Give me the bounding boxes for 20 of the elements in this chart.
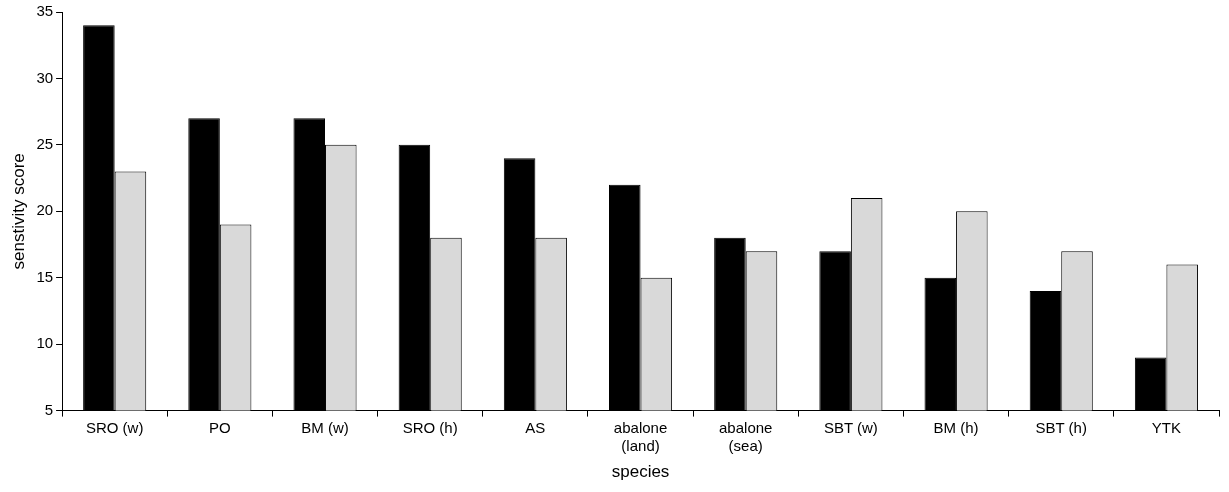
y-axis-title: senstivity score (8, 153, 28, 270)
y-tick-label: 20 (36, 201, 54, 219)
x-tick-label: BM (w) (301, 418, 349, 436)
x-tick-label: SRO (h) (402, 418, 458, 436)
y-tick-label: 35 (36, 2, 54, 20)
x-tick-label: AS (525, 418, 546, 436)
x-axis-title: species (611, 462, 670, 482)
y-tick-label: 30 (36, 68, 54, 86)
y-tick-label: 25 (36, 135, 54, 153)
y-tick-label: 5 (44, 400, 54, 418)
x-tick-label: SBT (w) (823, 418, 878, 436)
x-tick-label: SRO (w) (85, 418, 144, 436)
x-tick-label: YTK (1151, 418, 1182, 436)
x-tick-label: abalone (sea) (719, 418, 773, 454)
x-tick-label: PO (209, 418, 231, 436)
x-tick-label: BM (h) (933, 418, 979, 436)
y-tick-label: 15 (36, 267, 54, 285)
x-tick-label: abalone (land) (613, 418, 668, 454)
y-tick-label: 10 (36, 334, 54, 352)
x-tick-label: SBT (h) (1035, 418, 1087, 436)
